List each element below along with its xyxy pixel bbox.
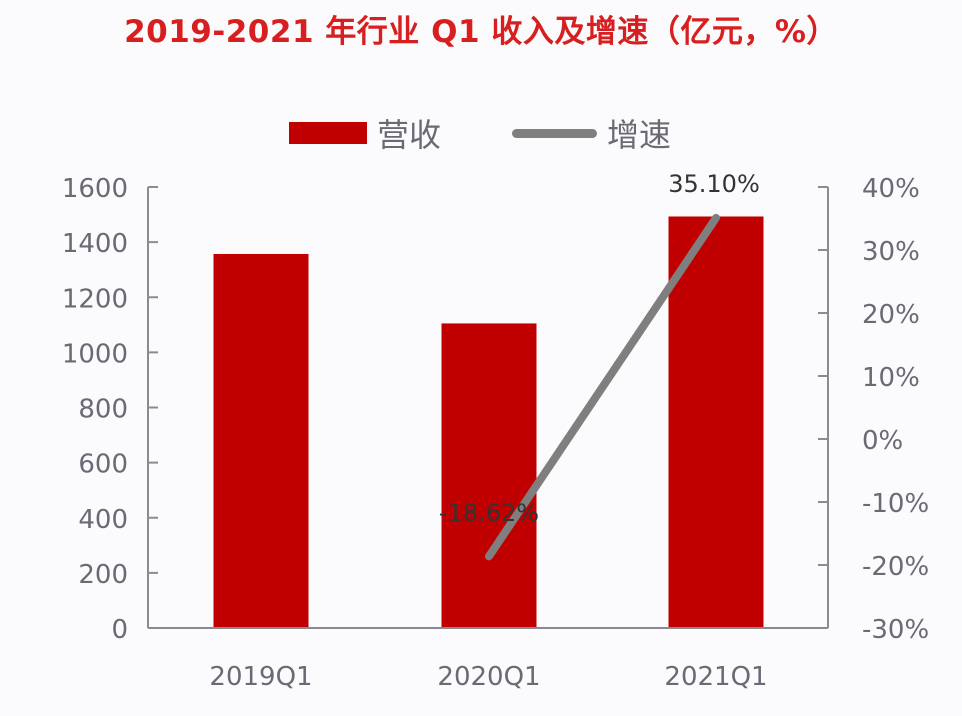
legend-label-revenue: 营收 — [377, 116, 442, 154]
category-label: 2021Q1 — [664, 662, 767, 692]
growth-line — [485, 213, 720, 561]
left-tick-label: 1000 — [62, 339, 128, 369]
left-tick-label: 0 — [111, 615, 128, 645]
left-tick-label: 600 — [78, 450, 128, 480]
bar-2020Q1 — [441, 323, 537, 628]
legend: 营收 增速 — [0, 106, 962, 156]
right-tick-label: -30% — [862, 615, 929, 645]
legend-line-swatch-icon — [512, 128, 597, 138]
left-tick-label: 1400 — [62, 229, 128, 259]
bar-2019Q1 — [213, 253, 309, 628]
left-tick-label: 400 — [78, 505, 128, 535]
right-tick-label: 40% — [862, 174, 920, 204]
legend-item-revenue: 营收 — [289, 110, 441, 156]
bar-2021Q1 — [668, 216, 764, 628]
left-tick-label: 800 — [78, 395, 128, 425]
right-tick-label: 30% — [862, 237, 920, 267]
left-tick-label: 200 — [78, 560, 128, 590]
category-label: 2019Q1 — [209, 662, 312, 692]
right-tick-label: 0% — [862, 426, 903, 456]
right-tick-label: 20% — [862, 300, 920, 330]
growth-data-label: -18.62% — [439, 499, 539, 527]
left-tick-label: 1200 — [62, 284, 128, 314]
legend-label-growth: 增速 — [607, 116, 672, 154]
category-label: 2020Q1 — [437, 662, 540, 692]
legend-bar-swatch-icon — [289, 122, 367, 144]
chart-title: 2019-2021 年行业 Q1 收入及增速（亿元，%） — [124, 14, 838, 50]
legend-item-growth: 增速 — [512, 110, 671, 156]
right-tick-label: -20% — [862, 552, 929, 582]
right-tick-label: -10% — [862, 489, 929, 519]
right-tick-label: 10% — [862, 363, 920, 393]
growth-data-label: 35.10% — [668, 170, 760, 198]
left-tick-label: 1600 — [62, 174, 128, 204]
